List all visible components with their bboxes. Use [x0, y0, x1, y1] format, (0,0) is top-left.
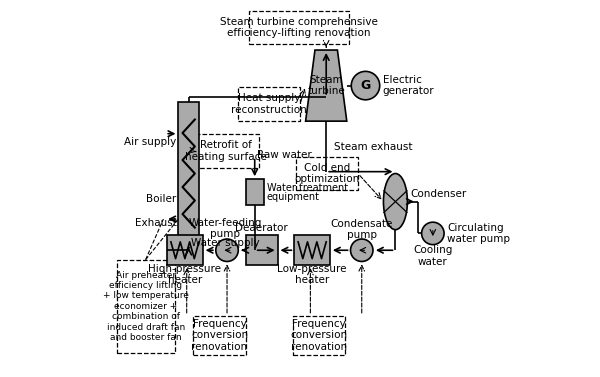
- Circle shape: [351, 71, 380, 100]
- Text: Steam turbine comprehensive
efficiency-lifting renovation: Steam turbine comprehensive efficiency-l…: [220, 17, 378, 38]
- Text: Water treatment: Water treatment: [266, 183, 348, 193]
- Bar: [293, 316, 345, 355]
- Bar: [296, 157, 358, 190]
- Text: Steam
turbine: Steam turbine: [307, 75, 345, 97]
- Text: Deaerator: Deaerator: [235, 223, 288, 233]
- Text: Frequency
conversion
renovation: Frequency conversion renovation: [191, 319, 248, 352]
- Circle shape: [216, 239, 238, 262]
- Circle shape: [350, 239, 373, 262]
- Text: Condenser: Condenser: [410, 189, 467, 199]
- Text: equipment: equipment: [266, 192, 320, 202]
- Text: Boiler: Boiler: [146, 194, 176, 204]
- Text: G: G: [361, 79, 371, 92]
- Text: Electric
generator: Electric generator: [383, 75, 434, 97]
- Text: Retrofit of
heating surface: Retrofit of heating surface: [185, 140, 267, 162]
- Bar: [167, 235, 203, 265]
- Bar: [178, 103, 199, 245]
- Polygon shape: [305, 50, 347, 121]
- Text: Low-pressure
heater: Low-pressure heater: [277, 264, 347, 285]
- Text: Raw water: Raw water: [257, 150, 311, 160]
- Text: Frequency
conversion
renovation: Frequency conversion renovation: [290, 319, 347, 352]
- Circle shape: [422, 222, 444, 245]
- Text: Heat supply
reconstruction: Heat supply reconstruction: [231, 93, 307, 115]
- Bar: [250, 11, 349, 44]
- Bar: [116, 260, 175, 353]
- Bar: [295, 235, 330, 265]
- Bar: [246, 235, 278, 265]
- Text: Circulating
water pump: Circulating water pump: [447, 222, 510, 244]
- Text: Air supply: Air supply: [124, 137, 176, 147]
- Text: Steam exhaust: Steam exhaust: [334, 143, 412, 152]
- Text: Water-feeding
pump: Water-feeding pump: [188, 218, 262, 239]
- Bar: [193, 134, 259, 168]
- Text: Cold end
optimization: Cold end optimization: [295, 163, 360, 184]
- Text: Cooling
water: Cooling water: [413, 245, 452, 267]
- Text: High-pressure
heater: High-pressure heater: [148, 264, 221, 285]
- Text: Water supply: Water supply: [191, 238, 259, 248]
- Text: Air preheater
efficiency lifting
+ low temperature
economizer +
combination of
i: Air preheater efficiency lifting + low t…: [103, 271, 188, 342]
- Ellipse shape: [383, 173, 407, 230]
- Bar: [246, 179, 264, 205]
- Text: Exhaust: Exhaust: [134, 218, 176, 228]
- Text: Condensate
pump: Condensate pump: [331, 219, 393, 241]
- Bar: [238, 87, 300, 121]
- Bar: [193, 316, 246, 355]
